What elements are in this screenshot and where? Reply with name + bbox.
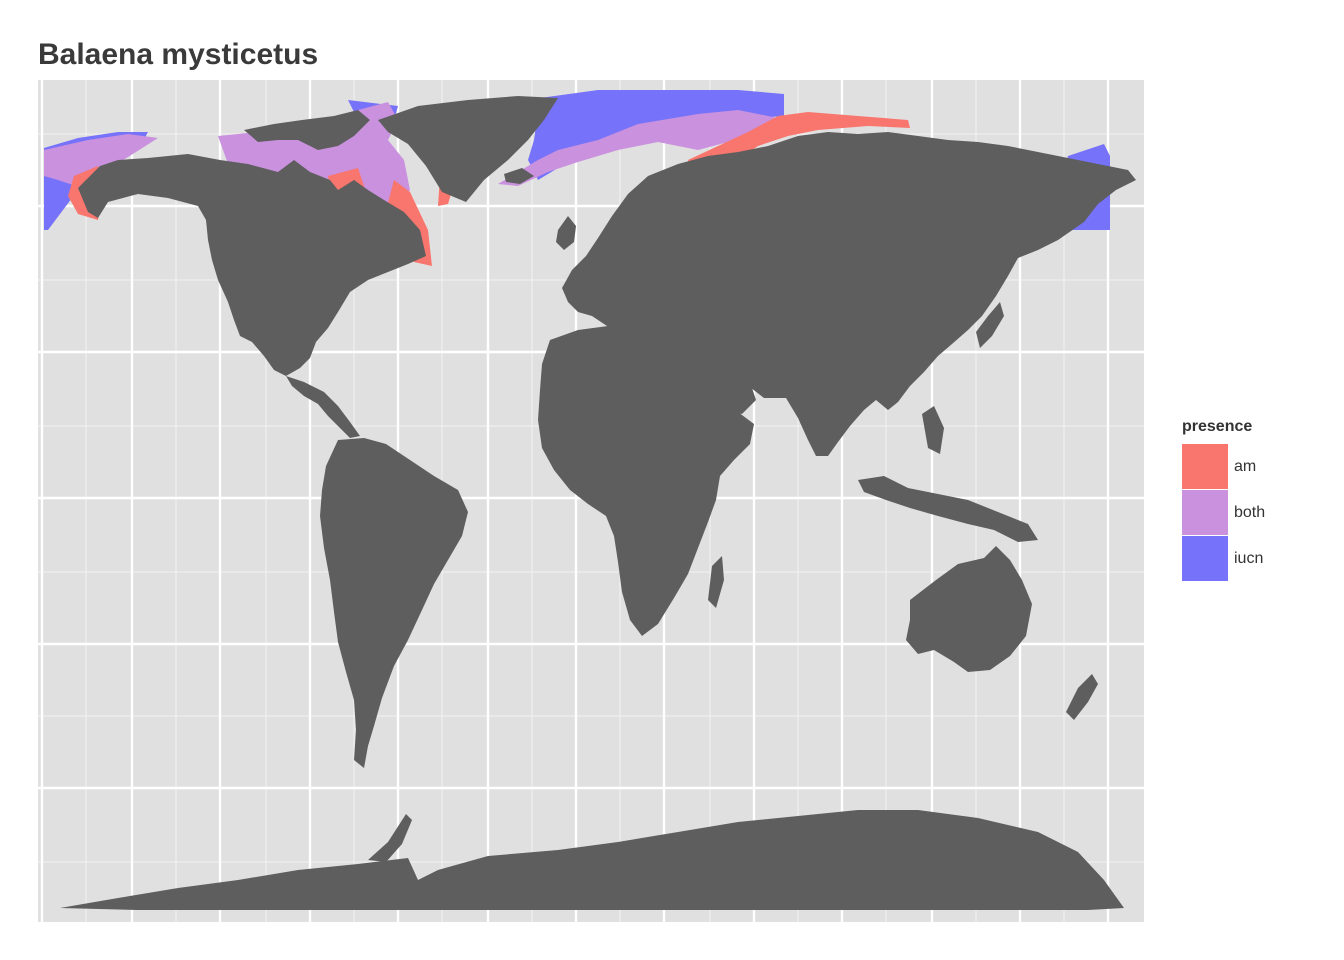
madagascar xyxy=(708,556,724,608)
africa xyxy=(538,326,754,636)
legend-item-both: both xyxy=(1182,490,1265,536)
legend-title: presence xyxy=(1182,418,1253,435)
world-map xyxy=(38,80,1144,922)
legend-item-iucn: iucn xyxy=(1182,536,1265,582)
legend-label-both: both xyxy=(1234,504,1266,521)
australia xyxy=(906,546,1032,672)
north-america xyxy=(78,154,426,376)
philippines xyxy=(922,406,944,454)
legend: presence am both iucn xyxy=(1182,418,1265,582)
legend-label-am: am xyxy=(1234,458,1257,475)
britain xyxy=(556,216,576,250)
new-zealand xyxy=(1066,674,1098,720)
legend-label-iucn: iucn xyxy=(1234,550,1264,567)
japan xyxy=(976,302,1004,348)
legend-item-am: am xyxy=(1182,444,1265,490)
canadian-archipelago xyxy=(244,110,370,150)
greenland xyxy=(378,96,558,202)
legend-swatch-am xyxy=(1182,444,1228,490)
antarctic-peninsula xyxy=(368,814,412,862)
map-panel xyxy=(38,80,1144,922)
iceland xyxy=(504,168,534,184)
legend-swatch-iucn xyxy=(1182,536,1228,582)
central-america xyxy=(286,376,360,438)
arabia xyxy=(680,342,756,414)
legend-swatch-both xyxy=(1182,490,1228,536)
southeast-asia-islands xyxy=(858,476,1038,542)
map-title: Balaena mysticetus xyxy=(38,38,319,71)
antarctica xyxy=(60,810,1124,910)
south-america xyxy=(320,438,468,768)
land-masses xyxy=(60,96,1136,910)
